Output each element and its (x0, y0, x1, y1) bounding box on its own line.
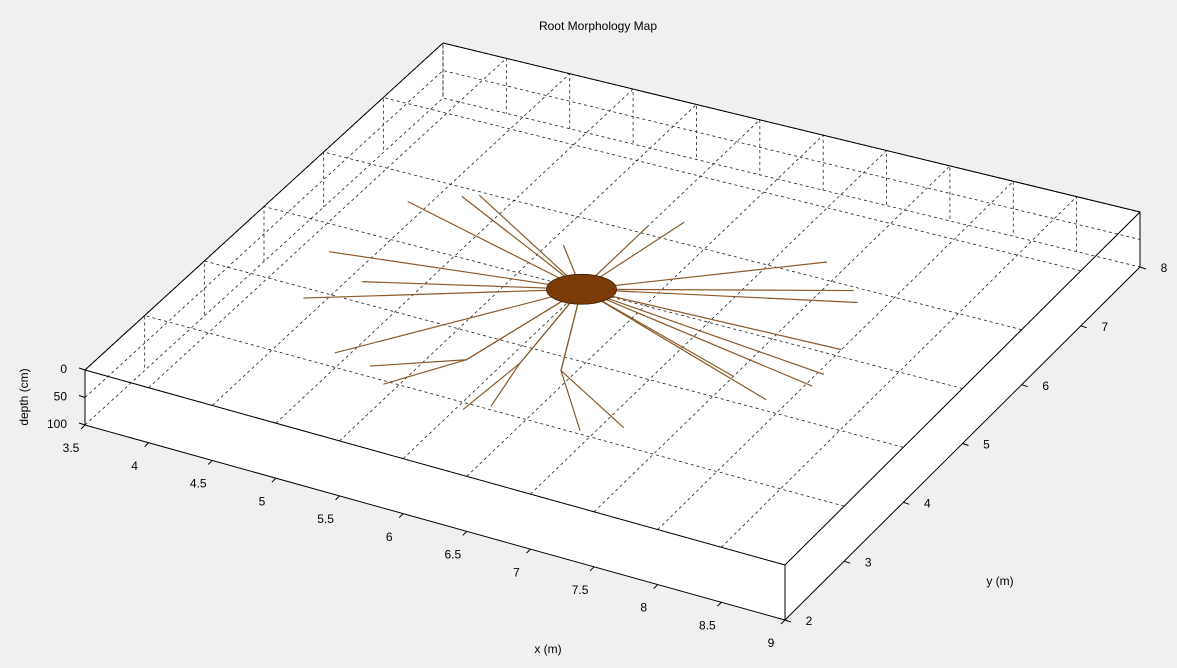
x-tick (463, 531, 467, 535)
x-tick-label: 5 (259, 494, 266, 508)
x-tick (399, 514, 403, 518)
z-tick-label: 0 (60, 362, 67, 376)
trunk (547, 274, 617, 304)
y-tick (844, 561, 850, 563)
x-tick (654, 585, 658, 589)
x-tick (145, 443, 149, 447)
x-tick-label: 4 (131, 459, 138, 473)
x-tick-label: 6 (386, 530, 393, 544)
y-tick-label: 2 (806, 614, 813, 628)
y-tick-label: 3 (865, 555, 872, 569)
y-tick (785, 620, 791, 622)
y-tick-label: 7 (1101, 320, 1108, 334)
x-tick (717, 602, 721, 606)
x-tick (208, 460, 212, 464)
chart-title: Root Morphology Map (539, 19, 657, 33)
x-tick-label: 6.5 (444, 548, 461, 562)
y-tick (903, 502, 909, 504)
x-tick-label: 3.5 (63, 441, 80, 455)
plot-area (85, 43, 1140, 620)
z-tick-label: 100 (47, 417, 67, 431)
z-tick (79, 368, 85, 370)
y-tick-label: 4 (924, 497, 931, 511)
x-tick (336, 496, 340, 500)
x-tick-label: 4.5 (190, 477, 207, 491)
x-tick (272, 478, 276, 482)
z-tick-label: 50 (54, 390, 68, 404)
y-tick (963, 444, 969, 446)
x-tick (81, 425, 85, 429)
y-tick (1140, 267, 1146, 269)
x-tick-label: 9 (768, 636, 775, 650)
y-tick (1022, 385, 1028, 387)
x-tick-label: 8 (640, 601, 647, 615)
x-tick-label: 8.5 (699, 618, 716, 632)
chart: Root Morphology Map x (m) y (m) depth (c… (0, 0, 1177, 668)
x-tick (590, 567, 594, 571)
y-axis-label: y (m) (986, 574, 1013, 588)
y-tick-label: 8 (1161, 261, 1168, 275)
x-tick-label: 7 (513, 565, 520, 579)
x-tick-label: 5.5 (317, 512, 334, 526)
x-tick (781, 620, 785, 624)
y-tick-label: 6 (1042, 379, 1049, 393)
x-axis-label: x (m) (534, 642, 561, 656)
x-tick-label: 7.5 (572, 583, 589, 597)
z-tick (79, 423, 85, 425)
y-tick (1081, 326, 1087, 328)
y-tick-label: 5 (983, 438, 990, 452)
z-axis-label: depth (cm) (17, 368, 31, 425)
z-tick (79, 396, 85, 398)
x-tick (526, 549, 530, 553)
